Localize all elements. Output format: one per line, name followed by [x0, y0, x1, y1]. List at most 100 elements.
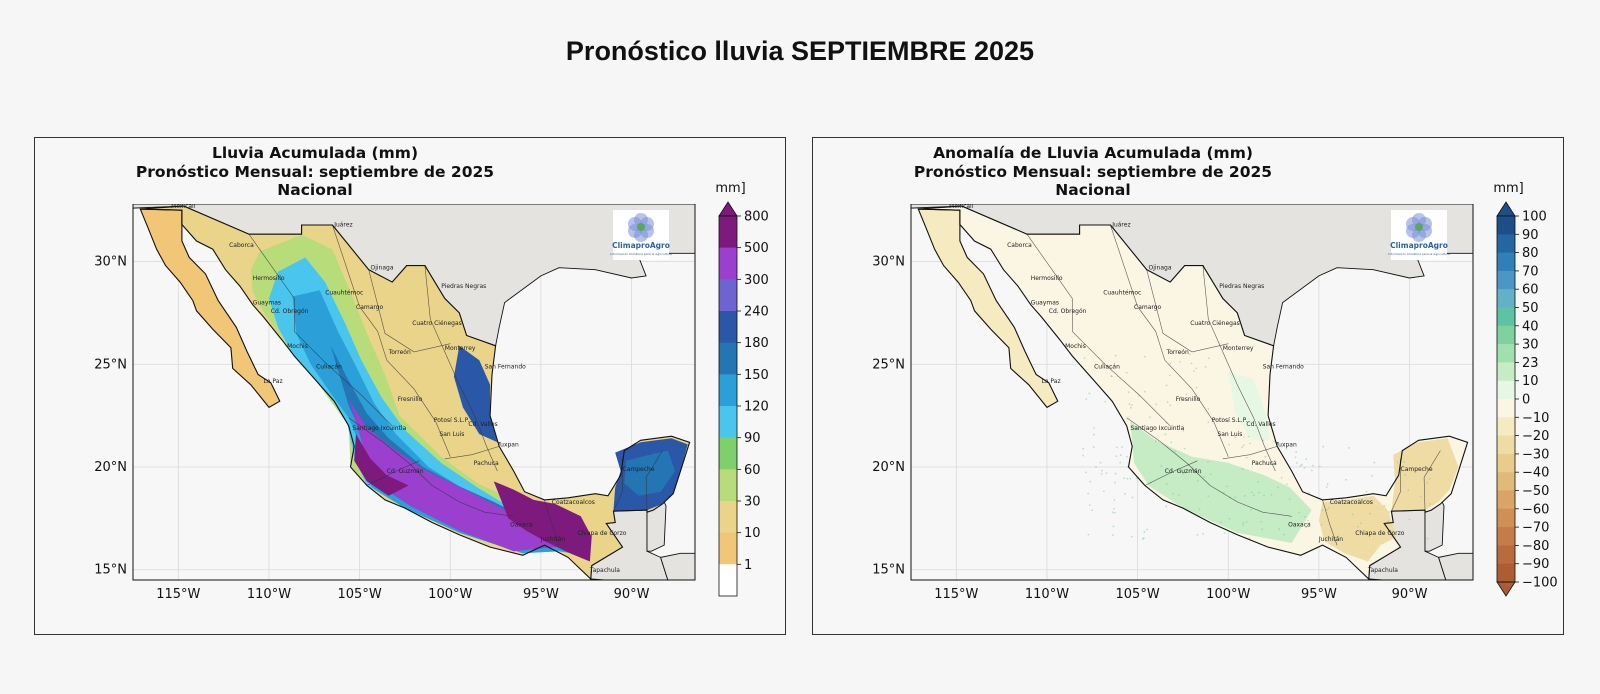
city-label: Cuatro Ciénegas	[412, 320, 462, 327]
anomaly-speck	[1203, 476, 1206, 478]
anomaly-speck	[1208, 357, 1210, 360]
colorbar-tick-label: 120	[744, 400, 769, 415]
map-frame	[132, 204, 696, 581]
anomaly-speck	[1121, 446, 1123, 448]
colorbar-segment	[719, 564, 737, 597]
anomaly-speck	[1089, 480, 1092, 483]
anomaly-speck	[1114, 472, 1117, 475]
anomaly-speck	[1126, 455, 1128, 458]
city-label: Mochis	[1065, 343, 1086, 350]
anomaly-speck	[1234, 436, 1237, 438]
anomaly-speck	[1195, 367, 1198, 370]
state-boundary	[645, 450, 663, 511]
anomaly-speck	[1196, 479, 1199, 482]
state-boundary	[1164, 359, 1229, 457]
anomaly-speck	[1119, 454, 1122, 456]
colorbar-tick-label: 90	[1522, 228, 1539, 243]
anomaly-speck	[1226, 485, 1229, 488]
anomaly-speck	[1130, 404, 1133, 406]
colorbar-segment	[1497, 435, 1515, 455]
anomaly-speck	[1180, 396, 1183, 398]
anomaly-speck	[1255, 461, 1258, 464]
anomaly-speck	[1111, 366, 1113, 369]
anomaly-speck	[1144, 390, 1146, 393]
anomaly-speck	[1299, 464, 1302, 467]
anomaly-speck	[1100, 473, 1103, 475]
anomaly-speck	[1310, 469, 1313, 472]
city-label: Culiacán	[1094, 363, 1120, 370]
city-label: Coatzacoalcos	[552, 499, 595, 506]
city-label: Monterrey	[445, 345, 476, 352]
anomaly-speck	[1278, 528, 1280, 531]
city-label: San Fernando	[485, 363, 526, 370]
anomaly-speck	[1135, 477, 1138, 479]
state-boundary	[544, 499, 560, 546]
city-label: Caborca	[229, 242, 254, 249]
anomaly-speck	[1260, 520, 1263, 523]
city-label: Tuxpan	[496, 441, 519, 448]
colorbar-segment	[1497, 307, 1515, 327]
colorbar-tick-label: 0	[1522, 393, 1530, 408]
colorbar-segment	[719, 469, 737, 502]
anomaly-speck	[1319, 536, 1322, 539]
colorbar-tick-label: −10	[1522, 411, 1549, 426]
colorbar-tick-label: 70	[1522, 264, 1539, 279]
anomaly-speck	[1131, 496, 1134, 499]
anomaly-speck	[1243, 495, 1246, 497]
anomaly-speck	[1165, 384, 1168, 387]
city-label: Pachuca	[474, 460, 499, 467]
anomaly-speck	[1091, 509, 1093, 512]
anomaly-speck	[1407, 489, 1410, 491]
colorbar-segment	[719, 374, 737, 407]
anomaly-speck	[1419, 495, 1422, 498]
anomaly-speck	[1228, 443, 1230, 446]
anomaly-speck	[1190, 362, 1193, 365]
colorbar-unit: [mm]	[1493, 182, 1524, 196]
anomaly-speck	[1277, 486, 1279, 489]
colorbar-segment	[1497, 527, 1515, 546]
state-boundary	[613, 458, 623, 512]
anomaly-speck	[1228, 517, 1231, 520]
anomaly-speck	[1326, 508, 1328, 511]
logo-name: ClimaproAgro	[612, 241, 670, 250]
anomaly-map: Mexicali Juárez Caborca Hermosillo Ojinaga Pi…	[872, 204, 1474, 602]
anomaly-speck	[1241, 446, 1243, 449]
anomaly-speck	[1243, 444, 1245, 447]
anomaly-speck	[1234, 496, 1237, 499]
anomaly-speck	[1174, 450, 1177, 453]
anomaly-speck	[1198, 508, 1201, 511]
colorbar-tick-label: 90	[744, 431, 761, 446]
anomaly-speck	[1369, 512, 1371, 515]
anomaly-speck	[1125, 371, 1128, 374]
anomaly-speck	[1247, 435, 1250, 438]
anomaly-speck	[1209, 473, 1212, 476]
anomaly-panel: Anomalía de Lluvia Acumulada (mm) Pronós…	[812, 137, 1564, 635]
anomaly-speck	[1185, 393, 1188, 396]
anomaly-speck	[1408, 518, 1411, 521]
rain-field-patch	[453, 345, 498, 443]
state-boundary	[1126, 417, 1211, 486]
colorbar-segment	[1497, 545, 1515, 565]
anomaly-speck	[1154, 440, 1157, 443]
anomaly-speck	[1300, 463, 1303, 466]
anomaly-speck	[1160, 465, 1163, 467]
anomaly-speck	[1104, 400, 1107, 403]
anomaly-speck	[1127, 391, 1130, 394]
colorbar-tick-label: 100	[1522, 210, 1547, 225]
anomaly-speck	[1285, 483, 1288, 486]
city-label: Cd. Guzmán	[387, 468, 424, 475]
logo-center	[637, 223, 645, 231]
anomaly-speck	[1138, 395, 1140, 397]
anomaly-speck	[1253, 494, 1255, 497]
anomaly-speck	[1112, 525, 1115, 528]
city-label: Ojinaga	[371, 265, 394, 272]
colorbar-segment	[1497, 399, 1515, 418]
anomaly-speck	[1142, 537, 1145, 540]
anomaly-speck	[1196, 534, 1199, 536]
colorbar-tick-label: −80	[1522, 539, 1549, 554]
lon-tick-label: 105°W	[1116, 587, 1160, 602]
anomaly-speck	[1182, 429, 1185, 432]
lon-tick-label: 105°W	[338, 587, 382, 602]
anomaly-speck	[1169, 404, 1172, 407]
anomaly-speck	[1303, 516, 1306, 518]
